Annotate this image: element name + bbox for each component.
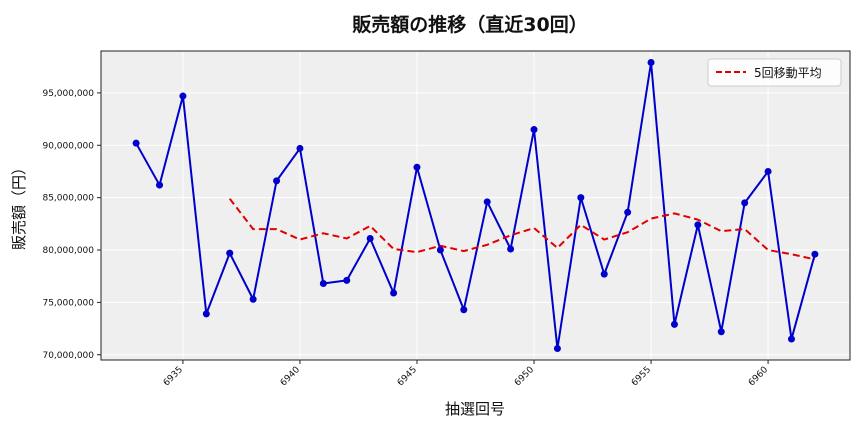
sales-point (296, 144, 304, 152)
sales-point (530, 126, 538, 134)
sales-point (647, 59, 655, 67)
sales-point (787, 335, 795, 343)
sales-point (577, 194, 585, 202)
sales-point (202, 310, 210, 318)
chart-title: 販売額の推移（直近30回） (352, 13, 587, 36)
sales-point (390, 289, 398, 297)
sales-point (460, 306, 468, 314)
sales-point (132, 139, 140, 147)
grid-lines (101, 51, 850, 360)
sales-point (694, 221, 702, 229)
sales-point (273, 177, 281, 185)
series-layer (132, 59, 819, 352)
y-tick-label: 75,000,000 (42, 298, 94, 308)
legend: 5回移動平均 (707, 58, 842, 87)
series-moving-average-line (228, 198, 816, 261)
sales-point (319, 280, 327, 288)
sales-point (343, 276, 351, 284)
sales-point (741, 199, 749, 207)
x-tick-label: 6950 (513, 365, 536, 388)
plot-frame (100, 50, 851, 361)
legend-moving-average-label: 5回移動平均 (754, 66, 822, 80)
sales-point (366, 234, 374, 242)
y-axis-label: 販売額（円） (10, 160, 28, 250)
x-tick-label: 6935 (162, 365, 185, 388)
x-tick-label: 6955 (630, 365, 653, 388)
y-axis-ticks: 70,000,000 75,000,000 80,000,000 85,000,000… (42, 89, 101, 361)
sales-point (811, 250, 819, 258)
y-tick-label: 90,000,000 (42, 141, 94, 151)
sales-point (670, 320, 678, 328)
x-axis-label: 抽選回号 (445, 400, 505, 418)
y-tick-label: 95,000,000 (42, 89, 94, 99)
sales-point (179, 92, 187, 100)
sales-point (226, 249, 234, 257)
y-tick-label: 70,000,000 (42, 351, 94, 361)
y-tick-label: 85,000,000 (42, 194, 94, 204)
sales-point (717, 328, 725, 336)
sales-point (553, 344, 561, 352)
series-sales-line (135, 61, 816, 350)
sales-point (436, 246, 444, 254)
sales-point (600, 270, 608, 278)
x-axis-ticks: 6935 6940 6945 6950 6955 6960 (162, 360, 770, 388)
legend-box (707, 58, 842, 87)
plot-area (101, 51, 850, 360)
sales-point (764, 167, 772, 175)
y-tick-label: 80,000,000 (42, 246, 94, 256)
sales-point (624, 208, 632, 216)
sales-point (413, 163, 421, 171)
sales-point (483, 198, 491, 206)
x-tick-label: 6940 (279, 365, 302, 388)
sales-point (249, 295, 257, 303)
x-tick-label: 6960 (747, 365, 770, 388)
x-tick-label: 6945 (396, 365, 419, 388)
sales-point (156, 181, 164, 189)
sales-point (507, 245, 515, 253)
